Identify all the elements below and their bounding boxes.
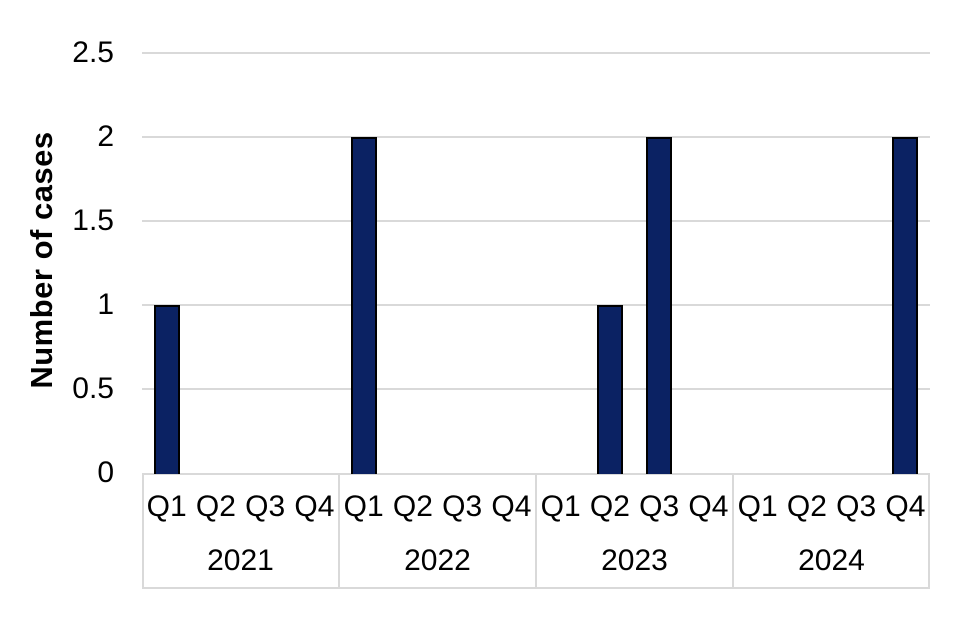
gridline-1: [142, 304, 930, 306]
y-tick-label: 2.5: [72, 36, 114, 69]
quarter-label-2022-Q2: Q2: [392, 490, 433, 523]
bar-2022-Q1: [350, 137, 377, 474]
year-label-2023: 2023: [601, 544, 668, 577]
quarter-label-2024-Q4: Q4: [885, 490, 926, 523]
gridline-2: [142, 136, 930, 138]
quarter-label-2023-Q4: Q4: [688, 490, 729, 523]
gridline-0.5: [142, 388, 930, 390]
quarter-label-2023-Q2: Q2: [589, 490, 630, 523]
y-axis-title: Number of cases: [24, 131, 59, 389]
quarter-label-2021-Q1: Q1: [146, 490, 187, 523]
quarter-label-2024-Q1: Q1: [737, 490, 778, 523]
quarter-label-2022-Q1: Q1: [343, 490, 384, 523]
gridline-2.5: [142, 52, 930, 54]
gridline-1.5: [142, 220, 930, 222]
quarter-label-2023-Q3: Q3: [639, 490, 680, 523]
quarter-label-2024-Q3: Q3: [836, 490, 877, 523]
quarter-label-2022-Q3: Q3: [442, 490, 483, 523]
quarter-label-2021-Q4: Q4: [294, 490, 335, 523]
quarter-label-2024-Q2: Q2: [786, 490, 827, 523]
y-tick-label: 0: [97, 456, 114, 489]
y-tick-label: 1: [97, 288, 114, 321]
year-group-separator: [732, 473, 734, 589]
bar-2023-Q3: [646, 137, 673, 474]
quarter-label-2021-Q3: Q3: [245, 490, 286, 523]
year-label-2022: 2022: [404, 544, 471, 577]
year-group-separator: [535, 473, 537, 589]
quarter-label-2022-Q4: Q4: [491, 490, 532, 523]
y-tick-label: 2: [97, 120, 114, 153]
year-group-separator: [338, 473, 340, 589]
bar-2024-Q4: [892, 137, 919, 474]
quarter-label-2023-Q1: Q1: [540, 490, 581, 523]
year-label-2021: 2021: [207, 544, 274, 577]
bar-2023-Q2: [596, 305, 623, 474]
year-label-2024: 2024: [798, 544, 865, 577]
y-tick-label: 1.5: [72, 204, 114, 237]
quarter-label-2021-Q2: Q2: [195, 490, 236, 523]
bar-2021-Q1: [153, 305, 180, 474]
y-tick-label: 0.5: [72, 372, 114, 405]
